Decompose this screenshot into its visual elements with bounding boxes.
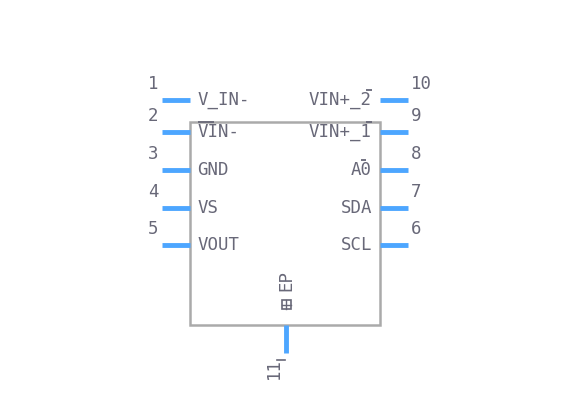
- Text: GND: GND: [198, 161, 229, 179]
- Text: 4: 4: [148, 183, 158, 201]
- Text: V_IN-: V_IN-: [198, 91, 250, 109]
- Text: VOUT: VOUT: [198, 236, 240, 253]
- Text: SDA: SDA: [340, 199, 372, 217]
- Bar: [190, 122, 380, 325]
- Text: 2: 2: [148, 107, 158, 125]
- Text: VIN-: VIN-: [198, 123, 240, 141]
- Text: 10: 10: [411, 75, 432, 93]
- Text: VS: VS: [198, 199, 219, 217]
- Text: SCL: SCL: [340, 236, 372, 253]
- Text: A0: A0: [351, 161, 372, 179]
- Text: 6: 6: [411, 220, 421, 238]
- Text: 3: 3: [148, 145, 158, 163]
- Text: 5: 5: [148, 220, 158, 238]
- Text: 11: 11: [265, 358, 282, 379]
- Text: VIN+_1: VIN+_1: [309, 123, 372, 141]
- Text: 8: 8: [411, 145, 421, 163]
- Text: 1: 1: [148, 75, 158, 93]
- Bar: [282, 300, 291, 309]
- Text: VIN+_2: VIN+_2: [309, 91, 372, 109]
- Text: 7: 7: [411, 183, 421, 201]
- Text: 9: 9: [411, 107, 421, 125]
- Text: EP: EP: [277, 269, 295, 290]
